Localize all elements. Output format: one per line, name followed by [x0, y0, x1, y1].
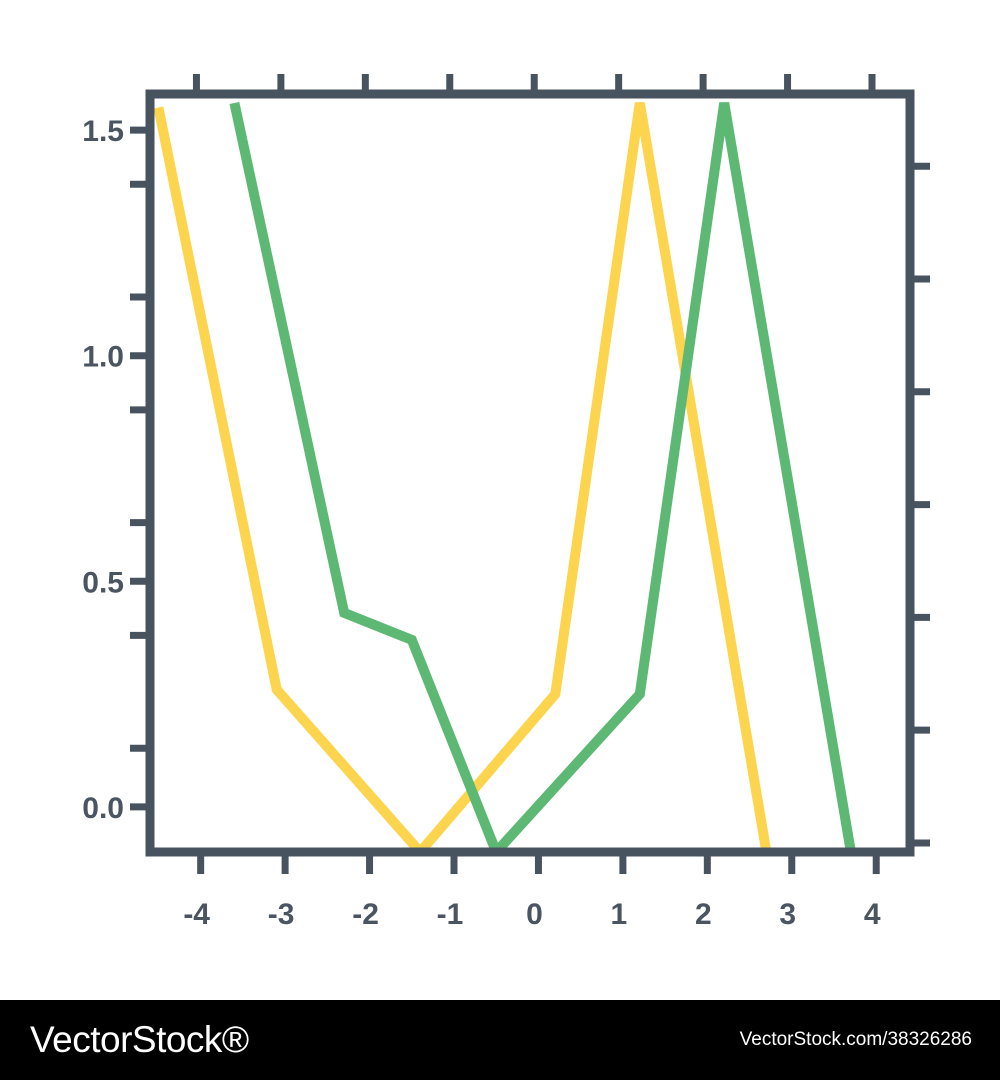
- watermark-footer: VectorStock® VectorStock.com/38326286: [0, 1000, 1000, 1080]
- series-line-1: [153, 102, 772, 852]
- line-chart: -4 -3 -2 -1 0 1 2 3 4 0.0 0.5 1.0 1.5: [82, 74, 930, 931]
- image-id-credit: VectorStock.com/38326286: [739, 1029, 972, 1050]
- y-axis-tick-labels: 0.0 0.5 1.0 1.5: [82, 115, 124, 825]
- x-tick-label: 2: [695, 898, 712, 931]
- x-tick-label: 3: [779, 898, 796, 931]
- y-tick-label: 0.0: [82, 792, 124, 825]
- x-tick-label: 4: [864, 898, 881, 931]
- x-axis-tick-labels: -4 -3 -2 -1 0 1 2 3 4: [183, 898, 881, 931]
- y-tick-label: 1.0: [82, 341, 124, 374]
- plot-frame: [145, 89, 915, 857]
- vectorstock-logo: VectorStock®: [30, 1019, 249, 1060]
- x-tick-label: -3: [268, 898, 295, 931]
- y-tick-label: 0.5: [82, 566, 124, 599]
- x-tick-label: -4: [183, 898, 210, 931]
- x-tick-label: -1: [437, 898, 464, 931]
- series-line-2: [229, 101, 856, 852]
- y-tick-label: 1.5: [82, 115, 124, 148]
- series-layer: [153, 101, 856, 852]
- x-tick-label: 0: [526, 898, 543, 931]
- x-tick-label: 1: [611, 898, 628, 931]
- x-tick-label: -2: [352, 898, 379, 931]
